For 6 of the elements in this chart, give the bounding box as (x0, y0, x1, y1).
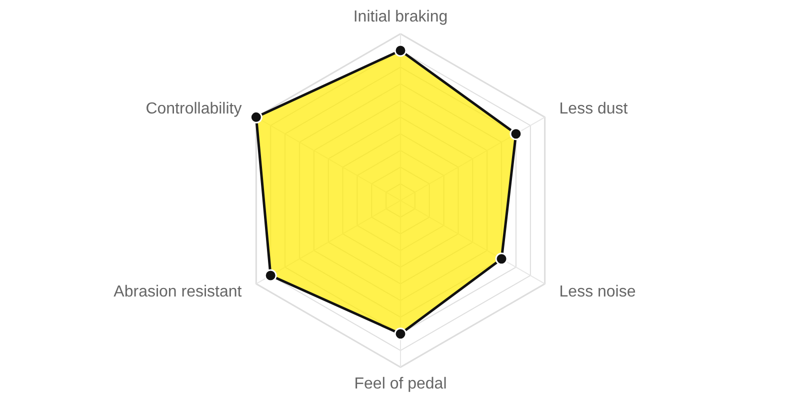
spoke-label: Abrasion resistant (114, 284, 242, 301)
spoke-label: Feel of pedal (354, 376, 447, 392)
spoke-label: Initial braking (353, 8, 448, 26)
spoke-label: Less dust (559, 100, 628, 118)
spoke-label: Controllability (146, 100, 242, 118)
spoke-label: Less noise (559, 284, 636, 301)
